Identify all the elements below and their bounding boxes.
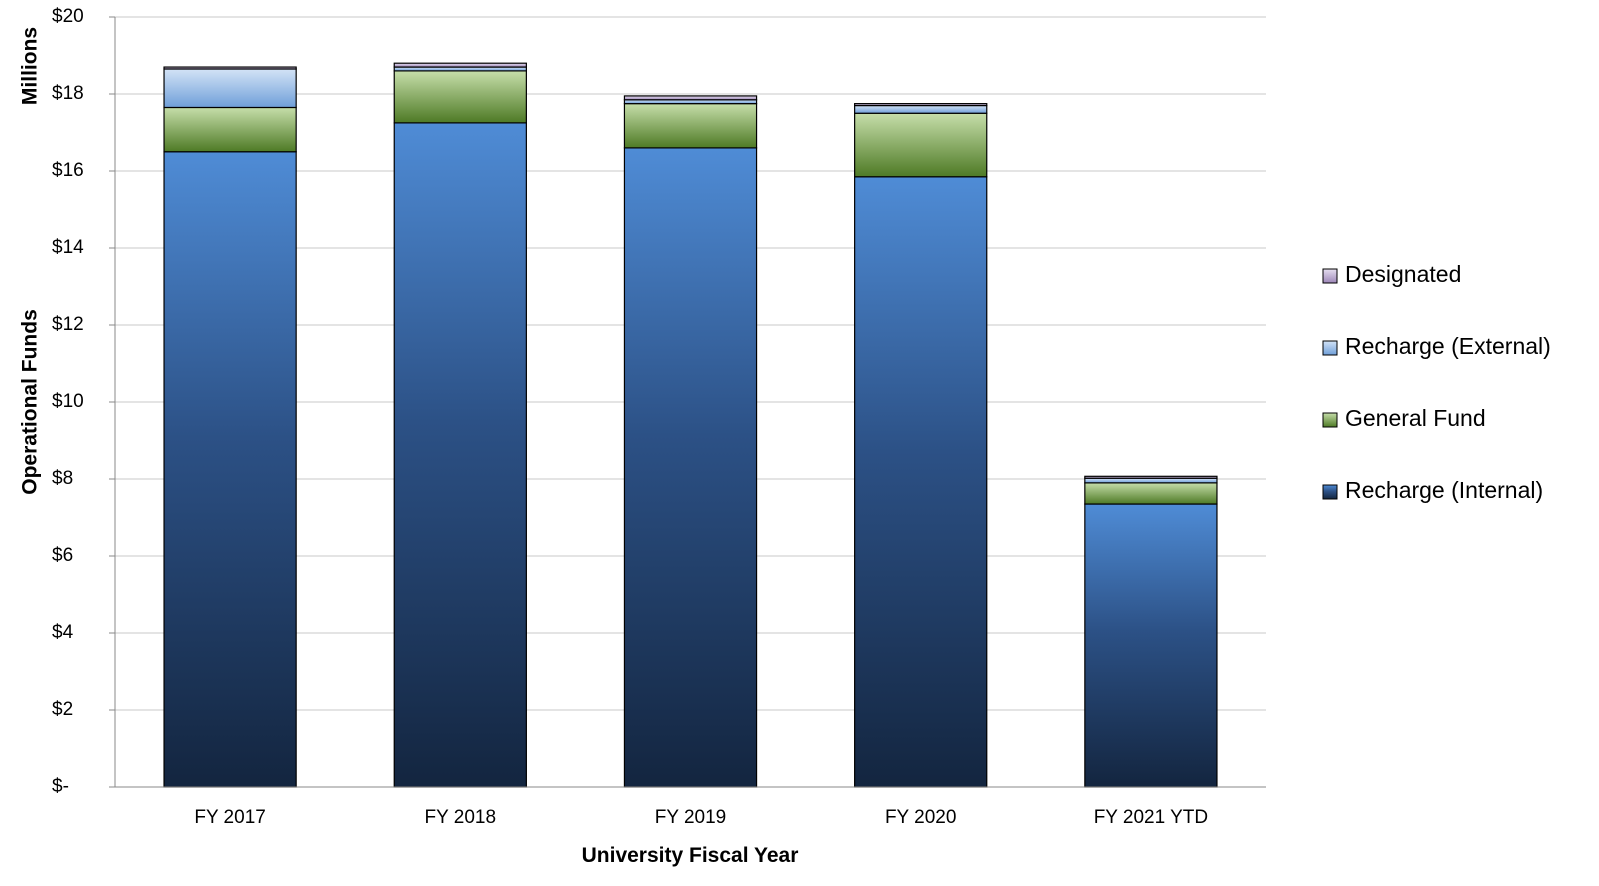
x-tick-label: FY 2020 (885, 807, 956, 828)
y-tick-labels: $- $2 $4 $6 $8 $10 $12 $14 $16 $18 $20 (52, 6, 115, 797)
legend-label-recharge-external: Recharge (External) (1345, 333, 1551, 359)
bars (163, 62, 1218, 788)
bar-segment-designated (393, 62, 527, 68)
bar-segment-designated (623, 95, 758, 101)
x-tick-label: FY 2021 YTD (1094, 807, 1208, 828)
x-tick-label: FY 2019 (655, 807, 726, 828)
bar-segment-general-fund (623, 103, 758, 149)
x-tick-label: FY 2018 (425, 807, 496, 828)
bar-segment-recharge-internal (854, 176, 988, 788)
y-tick-label: $14 (52, 237, 84, 258)
legend-swatch-general-fund (1322, 412, 1338, 428)
legend-swatch-recharge-external (1322, 340, 1338, 356)
y-tick-label: $10 (52, 391, 84, 412)
x-tick-labels: FY 2017 FY 2018 FY 2019 FY 2020 FY 2021 YTD (194, 807, 1208, 828)
bar-segment-general-fund (1084, 482, 1218, 505)
y-tick-label: $6 (52, 545, 73, 566)
y-tick-label: $18 (52, 83, 84, 104)
y-tick-label: $2 (52, 699, 73, 720)
y-tick-label: $8 (52, 468, 73, 489)
legend-label-recharge-internal: Recharge (Internal) (1345, 477, 1543, 503)
y-unit-label: Millions (19, 27, 42, 105)
y-tick-label: $4 (52, 622, 74, 643)
bar-segment-recharge-internal (623, 147, 758, 788)
bar-segment-general-fund (163, 106, 297, 153)
y-axis-title: Operational Funds (19, 309, 42, 495)
legend-label-designated: Designated (1345, 261, 1461, 287)
y-tick-label: $20 (52, 6, 84, 27)
legend-swatch-recharge-internal (1322, 484, 1338, 500)
bar-segment-designated (1084, 475, 1218, 479)
y-tick-label: $- (52, 776, 69, 797)
legend: Designated Recharge (External) General Fun… (1322, 261, 1551, 503)
bar-segment-recharge-internal (1084, 503, 1218, 788)
bar-segment-general-fund (854, 112, 988, 178)
x-axis-title: University Fiscal Year (582, 844, 799, 867)
x-tick-label: FY 2017 (194, 807, 265, 828)
bar-segment-general-fund (393, 70, 527, 124)
y-tick-label: $12 (52, 314, 84, 335)
bar-segment-recharge-internal (163, 151, 297, 788)
y-tick-label: $16 (52, 160, 84, 181)
bar-segment-recharge-external (163, 68, 297, 109)
bar-segment-recharge-internal (393, 122, 527, 788)
bar-segment-recharge-external (1084, 477, 1218, 484)
bar-segment-designated (854, 103, 988, 107)
legend-swatch-designated (1322, 268, 1338, 284)
bar-segment-designated (163, 66, 297, 70)
legend-label-general-fund: General Fund (1345, 405, 1486, 431)
bar-segment-recharge-external (854, 104, 988, 114)
